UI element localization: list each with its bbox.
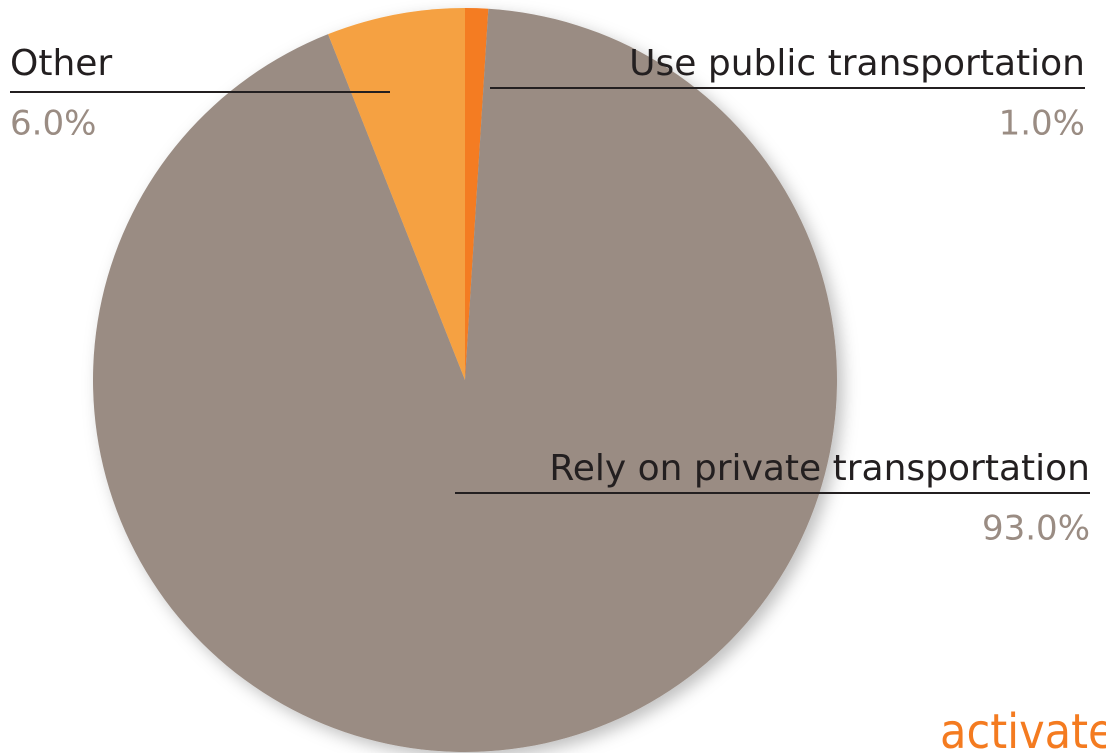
slice-label: Other	[10, 43, 112, 84]
pie	[92, 8, 838, 752]
slice-value-label: 1.0%	[999, 104, 1085, 144]
slice-label: Use public transportation	[629, 43, 1085, 84]
slice-value-label: 93.0%	[982, 509, 1090, 549]
pie-slice	[92, 8, 838, 752]
watermark: activatesalem	[940, 704, 1106, 753]
pie-slice	[328, 8, 465, 380]
slice-label: Rely on private transportation	[549, 448, 1090, 489]
pie-slice	[465, 8, 489, 380]
slice-value-label: 6.0%	[10, 104, 96, 144]
watermark-part: activate	[940, 704, 1106, 753]
